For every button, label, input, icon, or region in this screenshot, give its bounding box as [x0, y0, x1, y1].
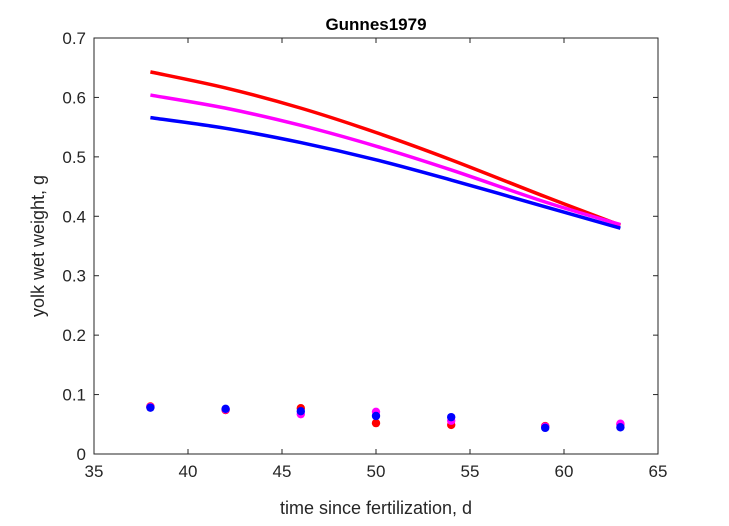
x-tick-label: 60 — [555, 462, 574, 481]
series-line-2 — [150, 93, 621, 227]
chart-title: Gunnes1979 — [325, 15, 426, 34]
data-point-1-4 — [371, 418, 381, 428]
x-tick-label: 45 — [273, 462, 292, 481]
x-axis-label: time since fertilization, d — [280, 498, 472, 518]
data-point-3-2 — [221, 404, 230, 414]
data-point-3-3 — [296, 407, 305, 416]
data-point-3-7 — [616, 423, 625, 432]
data-point-3-5 — [447, 412, 456, 422]
data-point-3-4 — [371, 411, 381, 421]
x-tick-label: 50 — [367, 462, 386, 481]
y-tick-label: 0.5 — [62, 148, 86, 167]
data-point-3-6 — [541, 423, 550, 433]
y-tick-label: 0.6 — [62, 88, 86, 107]
x-tick-label: 35 — [85, 462, 104, 481]
plot-series — [146, 70, 625, 433]
y-axis-label: yolk wet weight, g — [28, 175, 48, 317]
y-tick-label: 0.4 — [62, 207, 86, 226]
y-tick-label: 0.7 — [62, 29, 86, 48]
y-tick-label: 0.3 — [62, 267, 86, 286]
x-tick-label: 55 — [461, 462, 480, 481]
y-tick-label: 0 — [77, 445, 86, 464]
y-tick-label: 0.1 — [62, 386, 86, 405]
series-line-1 — [150, 70, 622, 227]
y-axis-ticks: 0 0.1 0.2 0.3 0.4 0.5 0.6 0.7 — [62, 29, 658, 464]
x-axis-ticks: 35 40 45 50 55 60 65 — [85, 38, 668, 481]
y-tick-label: 0.2 — [62, 326, 86, 345]
x-tick-label: 40 — [179, 462, 198, 481]
x-tick-label: 65 — [649, 462, 668, 481]
data-point-3-1 — [146, 403, 155, 412]
series-line-3 — [150, 115, 621, 230]
